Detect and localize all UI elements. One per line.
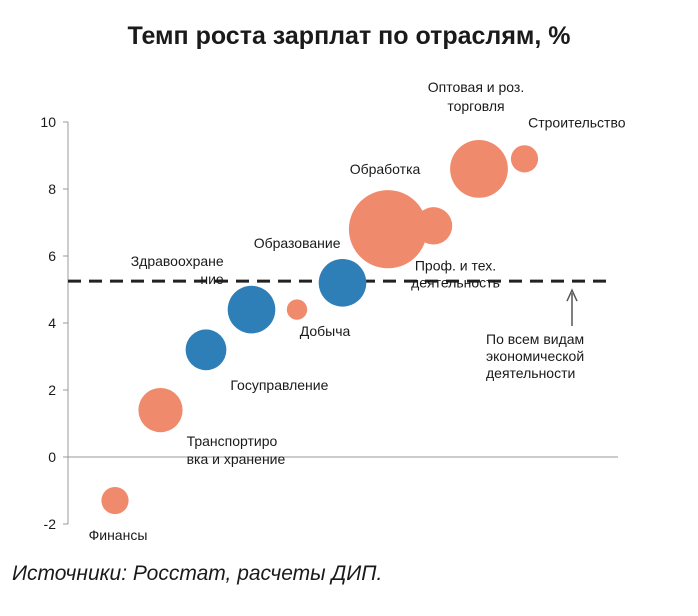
- reference-line-label: По всем видам: [486, 331, 584, 347]
- bubble-label: деятельность: [411, 275, 500, 291]
- bubble-point: [185, 329, 227, 371]
- bubble-label: Госуправление: [230, 377, 328, 393]
- y-tick-label: 6: [48, 248, 56, 264]
- chart-title: Темп роста зарплат по отраслям, %: [127, 22, 571, 50]
- bubble-label: Образование: [254, 235, 341, 251]
- bubble-label: ние: [200, 271, 224, 287]
- y-tick-label: 4: [48, 315, 56, 331]
- bubble-label: Оптовая и роз.: [428, 79, 524, 95]
- y-tick-label: 2: [48, 382, 56, 398]
- bubble-point: [348, 190, 428, 269]
- bubble-label: Финансы: [89, 527, 148, 543]
- bubble-point: [414, 207, 453, 245]
- y-tick-label: 8: [48, 181, 56, 197]
- bubble-point: [450, 140, 508, 198]
- reference-arrowhead: [566, 288, 578, 302]
- bubble-point: [227, 285, 276, 334]
- bubble-label: Здравоохране: [131, 253, 224, 269]
- y-tick-label: 10: [40, 114, 56, 130]
- reference-line-label: экономической: [486, 348, 584, 364]
- bubble-label: Обработка: [350, 161, 421, 177]
- bubble-point: [510, 145, 539, 173]
- bubble-point: [138, 388, 183, 433]
- bubble-point: [101, 486, 129, 515]
- bubble-label: торговля: [447, 98, 504, 114]
- bubble-label: Добыча: [300, 323, 351, 339]
- y-tick-label: 0: [48, 449, 56, 465]
- reference-line-label: деятельности: [486, 365, 575, 381]
- y-tick-label: -2: [44, 516, 57, 532]
- bubble-label: Транспортиро: [187, 433, 278, 449]
- bubble-point: [318, 259, 367, 307]
- bubble-label: вка и хранение: [187, 451, 286, 467]
- bubble-label: Строительство: [528, 114, 626, 130]
- source-note: Источники: Росстат, расчеты ДИП.: [12, 562, 383, 585]
- bubble-label: Проф. и тех.: [415, 258, 496, 274]
- bubble-point: [286, 299, 308, 320]
